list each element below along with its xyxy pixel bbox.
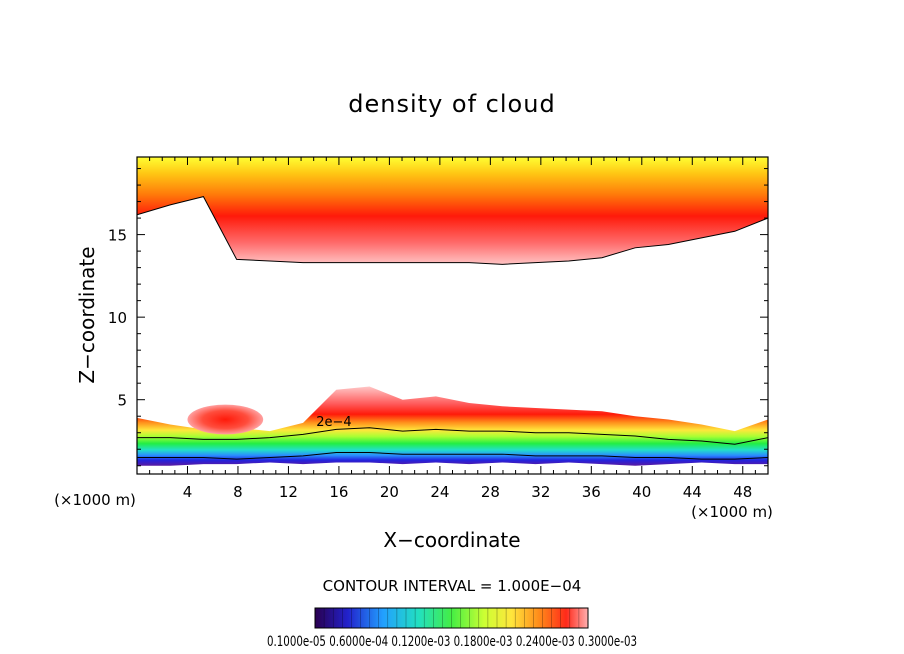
x-tick-label: 28 bbox=[481, 483, 500, 501]
contour-line-2 bbox=[137, 452, 768, 460]
x-tick-label: 44 bbox=[683, 483, 702, 501]
x-tick-label: 36 bbox=[582, 483, 601, 501]
x-tick-label: 12 bbox=[279, 483, 298, 501]
x-tick-label: 20 bbox=[380, 483, 399, 501]
upper-contour bbox=[137, 196, 768, 265]
plot-fields: 2e−4 bbox=[137, 157, 768, 466]
y-tick-label: 15 bbox=[108, 227, 127, 245]
x-tick-label: 40 bbox=[632, 483, 651, 501]
upper-cloud-layer bbox=[137, 157, 768, 265]
x-unit-right: (×1000 m) bbox=[691, 503, 773, 521]
x-axis-label: X−coordinate bbox=[383, 528, 520, 552]
contour-interval-text: CONTOUR INTERVAL = 1.000E−04 bbox=[323, 577, 582, 595]
y-axis-label: Z−coordinate bbox=[75, 246, 99, 383]
y-tick-label: 10 bbox=[108, 309, 127, 327]
lower-cloud-layer bbox=[137, 386, 768, 466]
cloud-core-blob bbox=[187, 404, 264, 435]
x-tick-label: 24 bbox=[430, 483, 449, 501]
contour-line-1 bbox=[137, 427, 768, 445]
x-unit-left: (×1000 m) bbox=[54, 491, 136, 509]
x-tick-label: 8 bbox=[233, 483, 243, 501]
contour-label: 2e−4 bbox=[316, 415, 351, 430]
x-tick-label: 48 bbox=[733, 483, 752, 501]
x-tick-label: 32 bbox=[531, 483, 550, 501]
colorbar-labels: 0.1000e-05 0.6000e-04 0.1200e-03 0.1800e… bbox=[267, 634, 637, 650]
chart-title: density of cloud bbox=[348, 90, 555, 118]
x-tick-label: 16 bbox=[329, 483, 348, 501]
colorbar-ticks bbox=[314, 608, 589, 628]
x-tick-label: 4 bbox=[183, 483, 193, 501]
y-tick-label: 5 bbox=[117, 392, 127, 410]
